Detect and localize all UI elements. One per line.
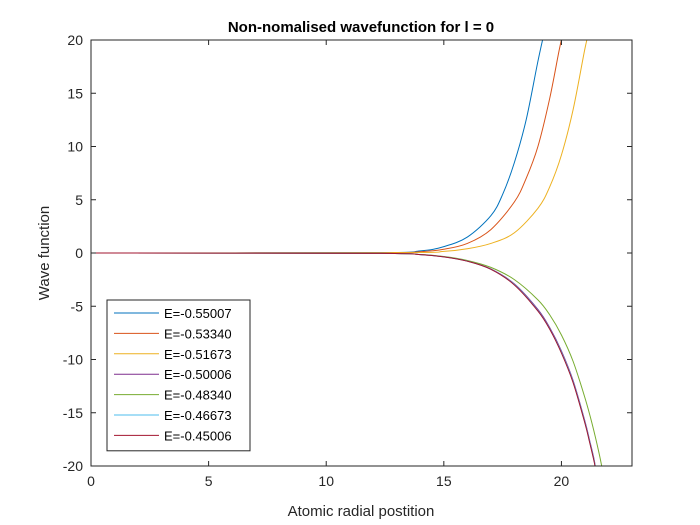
x-tick-label: 20 <box>554 473 570 489</box>
plot-frame <box>90 39 633 467</box>
x-tick-label: 5 <box>205 473 213 489</box>
y-tick-label: 15 <box>67 85 83 101</box>
x-tick-label: 15 <box>436 473 452 489</box>
legend-label-4: E=-0.50006 <box>164 367 232 382</box>
y-tick-label: 0 <box>75 245 83 261</box>
legend-label-7: E=-0.45006 <box>164 428 232 443</box>
y-axis-label: Wave function <box>36 206 53 301</box>
x-tick-label: 10 <box>318 473 334 489</box>
y-tick-label: -5 <box>71 298 84 314</box>
y-tick-label: -20 <box>63 458 83 474</box>
legend: E=-0.55007 E=-0.53340 E=-0.51673 E=-0.50006… <box>106 299 251 452</box>
legend-label-3: E=-0.51673 <box>164 347 232 362</box>
y-tick-label: 5 <box>75 192 83 208</box>
x-axis-label: Atomic radial postition <box>288 503 435 520</box>
y-tick-label: -15 <box>63 405 83 421</box>
series-layer <box>91 40 603 466</box>
axis-ticks: 0 5 10 15 20 -20 -15 -10 -5 0 5 10 15 20 <box>63 32 632 489</box>
legend-label-1: E=-0.55007 <box>164 306 232 321</box>
legend-label-6: E=-0.46673 <box>164 408 232 423</box>
x-tick-label: 0 <box>87 473 95 489</box>
legend-label-5: E=-0.48340 <box>164 388 232 403</box>
chart-title: Non-nomalised wavefunction for l = 0 <box>228 19 494 36</box>
legend-box <box>106 299 251 452</box>
series-line-3 <box>91 40 588 254</box>
legend-label-2: E=-0.53340 <box>164 326 232 341</box>
y-tick-label: 10 <box>67 139 83 155</box>
series-line-7 <box>91 252 596 466</box>
y-tick-label: 20 <box>67 32 83 48</box>
y-tick-label: -10 <box>63 352 83 368</box>
